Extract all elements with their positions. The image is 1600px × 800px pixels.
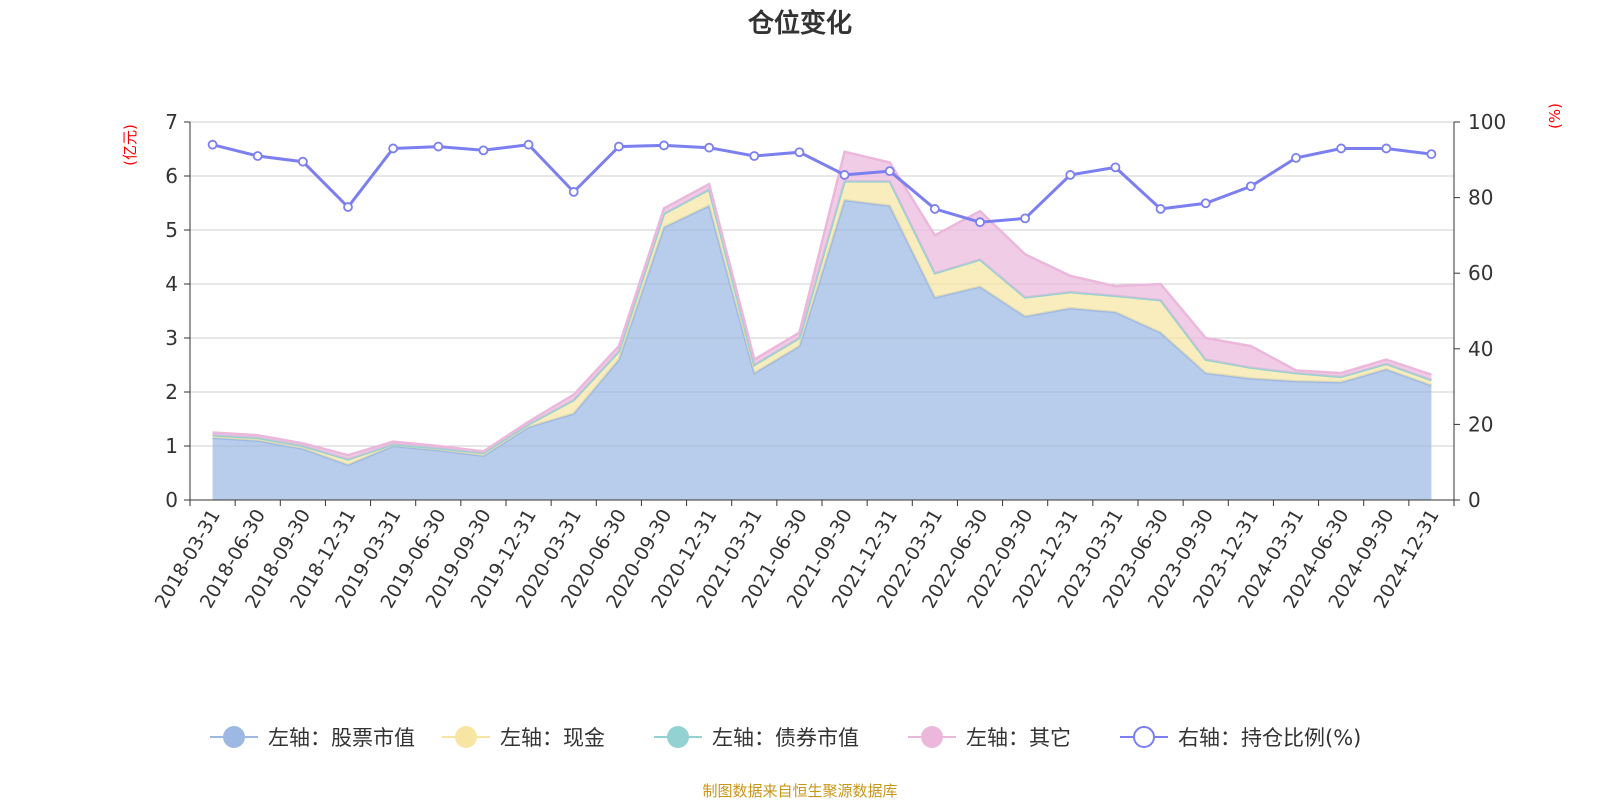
ratio-point <box>568 187 579 197</box>
legend-label: 左轴：现金 <box>500 726 605 750</box>
left-axis-tick-label: 5 <box>165 218 178 242</box>
ratio-point <box>1200 198 1211 209</box>
stacked-areas <box>212 150 1432 501</box>
right-axis-tick-label: 20 <box>1468 412 1493 436</box>
ratio-point <box>839 170 850 180</box>
ratio-point <box>1245 181 1256 192</box>
legend-item: 左轴：债券市值 <box>654 726 859 750</box>
legend-item: 左轴：其它 <box>908 726 1071 750</box>
right-axis-tick-label: 0 <box>1468 488 1481 512</box>
ratio-point <box>1291 153 1301 163</box>
source-note: 制图数据来自恒生聚源数据库 <box>702 782 897 800</box>
right-axis-unit: (%) <box>1546 103 1564 129</box>
ratio-point <box>1110 162 1121 173</box>
right-axis-tick-label: 60 <box>1468 261 1493 285</box>
legend-swatch-marker <box>667 726 689 748</box>
legend-item: 左轴：股票市值 <box>210 726 415 750</box>
legend-label: 右轴：持仓比例(%) <box>1178 726 1361 750</box>
legend-swatch-marker <box>455 726 477 748</box>
ratio-point <box>975 217 985 228</box>
ratio-point <box>433 141 444 152</box>
legend-label: 左轴：股票市值 <box>268 726 415 750</box>
right-axis-tick-label: 100 <box>1468 110 1506 134</box>
legend: 左轴：股票市值 左轴：现金 左轴：债券市值 左轴：其它 右轴：持仓比例(%) <box>210 726 1361 750</box>
ratio-point <box>659 140 669 151</box>
ratio-point <box>884 166 895 177</box>
area-左轴：股票市值 <box>212 200 1432 501</box>
ratio-point <box>1381 143 1392 154</box>
left-axis-tick-label: 1 <box>165 434 178 458</box>
legend-label: 左轴：债券市值 <box>712 726 859 750</box>
left-axis-tick-label: 0 <box>165 488 178 512</box>
left-axis-unit: (亿元) <box>121 124 139 166</box>
ratio-point <box>478 145 489 156</box>
left-axis-tick-label: 4 <box>165 272 178 296</box>
ratio-point <box>1065 170 1076 180</box>
holding-ratio-line <box>207 139 1437 228</box>
ratio-point <box>704 142 715 153</box>
ratio-point <box>252 151 263 161</box>
legend-label: 左轴：其它 <box>966 726 1071 750</box>
left-axis-tick-label: 2 <box>165 380 178 404</box>
chart-title: 仓位变化 <box>747 8 852 39</box>
legend-swatch-marker <box>1133 726 1155 748</box>
right-axis-tick-label: 80 <box>1468 186 1493 210</box>
ratio-line-path <box>212 143 1432 224</box>
legend-item: 左轴：现金 <box>442 726 605 750</box>
legend-swatch-marker <box>223 726 245 748</box>
legend-swatch-marker <box>921 726 943 748</box>
left-axis-tick-label: 7 <box>165 110 178 134</box>
left-axis-tick-label: 6 <box>165 164 178 188</box>
ratio-point <box>749 151 760 161</box>
ratio-point <box>613 141 624 152</box>
ratio-point <box>297 156 308 167</box>
ratio-point <box>1020 213 1031 224</box>
legend-item: 右轴：持仓比例(%) <box>1120 726 1361 750</box>
ratio-point <box>929 204 940 214</box>
area-edge-左轴：其它 <box>212 150 1432 457</box>
ratio-point <box>794 147 805 158</box>
ratio-point <box>388 143 399 154</box>
ratio-point <box>1336 143 1347 154</box>
ratio-point <box>523 139 534 150</box>
ratio-point <box>207 139 218 150</box>
ratio-point <box>1155 204 1166 214</box>
right-axis-tick-label: 40 <box>1468 337 1493 361</box>
ratio-point <box>343 202 353 212</box>
left-axis-tick-label: 3 <box>165 326 178 350</box>
ratio-point <box>1426 149 1437 160</box>
